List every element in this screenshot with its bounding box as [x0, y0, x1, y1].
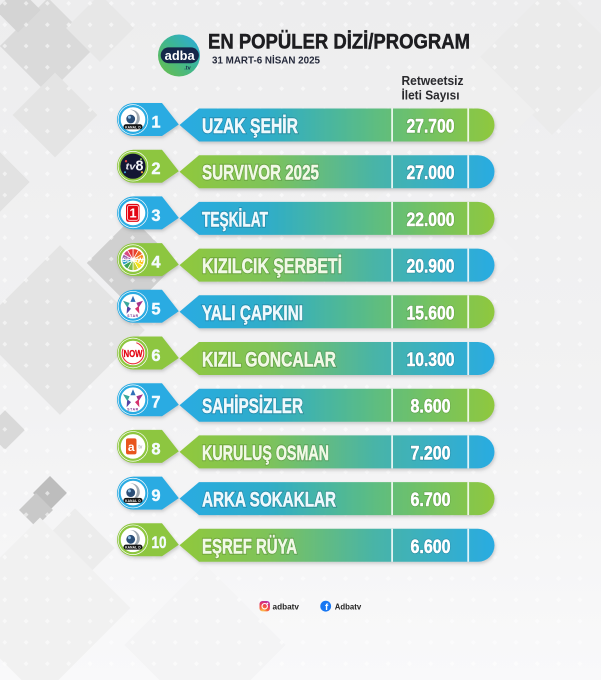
svg-text:KIZILCIK ŞERBETİ: KIZILCIK ŞERBETİ	[202, 255, 342, 278]
svg-text:TEŞKİLAT: TEŞKİLAT	[202, 208, 268, 231]
svg-text:31 MART-6 NİSAN 2025: 31 MART-6 NİSAN 2025	[212, 54, 320, 67]
svg-text:8.600: 8.600	[411, 397, 451, 418]
svg-text:EŞREF RÜYA: EŞREF RÜYA	[202, 535, 297, 558]
svg-text:6.600: 6.600	[411, 537, 451, 558]
svg-text:f: f	[325, 602, 329, 613]
svg-text:8: 8	[136, 159, 144, 175]
svg-text:EN POPÜLER DİZİ/PROGRAM: EN POPÜLER DİZİ/PROGRAM	[208, 29, 470, 54]
svg-text:5: 5	[151, 300, 160, 318]
svg-text:20.900: 20.900	[407, 257, 455, 278]
svg-text:KURULUŞ OSMAN: KURULUŞ OSMAN	[202, 442, 329, 465]
svg-text:1: 1	[129, 206, 136, 221]
svg-text:20.900: 20.900	[407, 257, 455, 278]
svg-text:YALI ÇAPKINI: YALI ÇAPKINI	[202, 302, 303, 325]
svg-text:2: 2	[151, 160, 160, 178]
svg-text:8: 8	[151, 440, 160, 458]
svg-text:8.600: 8.600	[411, 397, 451, 418]
svg-text:KIZIL GONCALAR: KIZIL GONCALAR	[202, 349, 336, 372]
svg-text:10: 10	[152, 534, 167, 552]
svg-text:10.300: 10.300	[407, 350, 455, 371]
svg-text:tv: tv	[126, 162, 137, 173]
svg-text:TEŞKİLAT: TEŞKİLAT	[202, 208, 268, 231]
svg-text:15.600: 15.600	[407, 303, 455, 324]
svg-text:UZAK ŞEHİR: UZAK ŞEHİR	[202, 115, 298, 138]
svg-text:15.600: 15.600	[407, 303, 455, 324]
svg-text:10.300: 10.300	[407, 350, 455, 371]
svg-text:KURULUŞ OSMAN: KURULUŞ OSMAN	[202, 442, 329, 465]
svg-text:27.700: 27.700	[407, 117, 455, 138]
svg-text:6.700: 6.700	[411, 490, 451, 511]
svg-text:SURVIVOR 2025: SURVIVOR 2025	[202, 162, 319, 185]
svg-text:KANAL D: KANAL D	[125, 546, 141, 550]
svg-text:6: 6	[151, 347, 160, 365]
svg-text:3: 3	[151, 207, 160, 225]
svg-text:6.700: 6.700	[411, 490, 451, 511]
svg-text:ARKA SOKAKLAR: ARKA SOKAKLAR	[202, 489, 336, 512]
svg-text:9: 9	[151, 487, 160, 505]
svg-text:STAR: STAR	[127, 314, 138, 318]
svg-text:adbatv: adbatv	[273, 603, 300, 612]
svg-text:a: a	[128, 440, 135, 454]
svg-text:ARKA SOKAKLAR: ARKA SOKAKLAR	[202, 489, 336, 512]
svg-text:SURVIVOR 2025: SURVIVOR 2025	[202, 162, 319, 185]
svg-text:27.700: 27.700	[407, 117, 455, 138]
svg-text:27.000: 27.000	[407, 163, 455, 184]
svg-text:Retweetsiz: Retweetsiz	[402, 74, 464, 88]
svg-text:.tv: .tv	[184, 65, 191, 71]
svg-text:7.200: 7.200	[411, 443, 451, 464]
svg-text:STAR: STAR	[127, 407, 138, 411]
svg-text:1: 1	[151, 114, 160, 132]
svg-text:SAHİPSİZLER: SAHİPSİZLER	[202, 395, 303, 418]
svg-text:27.000: 27.000	[407, 163, 455, 184]
svg-text:22.000: 22.000	[407, 210, 455, 231]
svg-text:22.000: 22.000	[407, 210, 455, 231]
svg-text:SHOW: SHOW	[123, 257, 145, 264]
svg-text:EŞREF RÜYA: EŞREF RÜYA	[202, 535, 297, 558]
svg-text:6.600: 6.600	[411, 537, 451, 558]
svg-text:7: 7	[151, 394, 160, 412]
svg-text:tv: tv	[138, 444, 142, 450]
svg-text:KANAL D: KANAL D	[125, 125, 141, 129]
svg-text:4: 4	[151, 254, 161, 272]
svg-text:İleti Sayısı: İleti Sayısı	[402, 88, 460, 103]
svg-text:NOW: NOW	[124, 349, 143, 360]
svg-text:KANAL D: KANAL D	[125, 499, 141, 503]
svg-text:adba: adba	[165, 49, 196, 63]
svg-text:SAHİPSİZLER: SAHİPSİZLER	[202, 395, 303, 418]
svg-text:UZAK ŞEHİR: UZAK ŞEHİR	[202, 115, 298, 138]
svg-text:Adbatv: Adbatv	[335, 603, 362, 612]
svg-text:YALI ÇAPKINI: YALI ÇAPKINI	[202, 302, 303, 325]
svg-text:KIZIL GONCALAR: KIZIL GONCALAR	[202, 349, 336, 372]
svg-text:KIZILCIK ŞERBETİ: KIZILCIK ŞERBETİ	[202, 255, 342, 278]
svg-text:7.200: 7.200	[411, 443, 451, 464]
